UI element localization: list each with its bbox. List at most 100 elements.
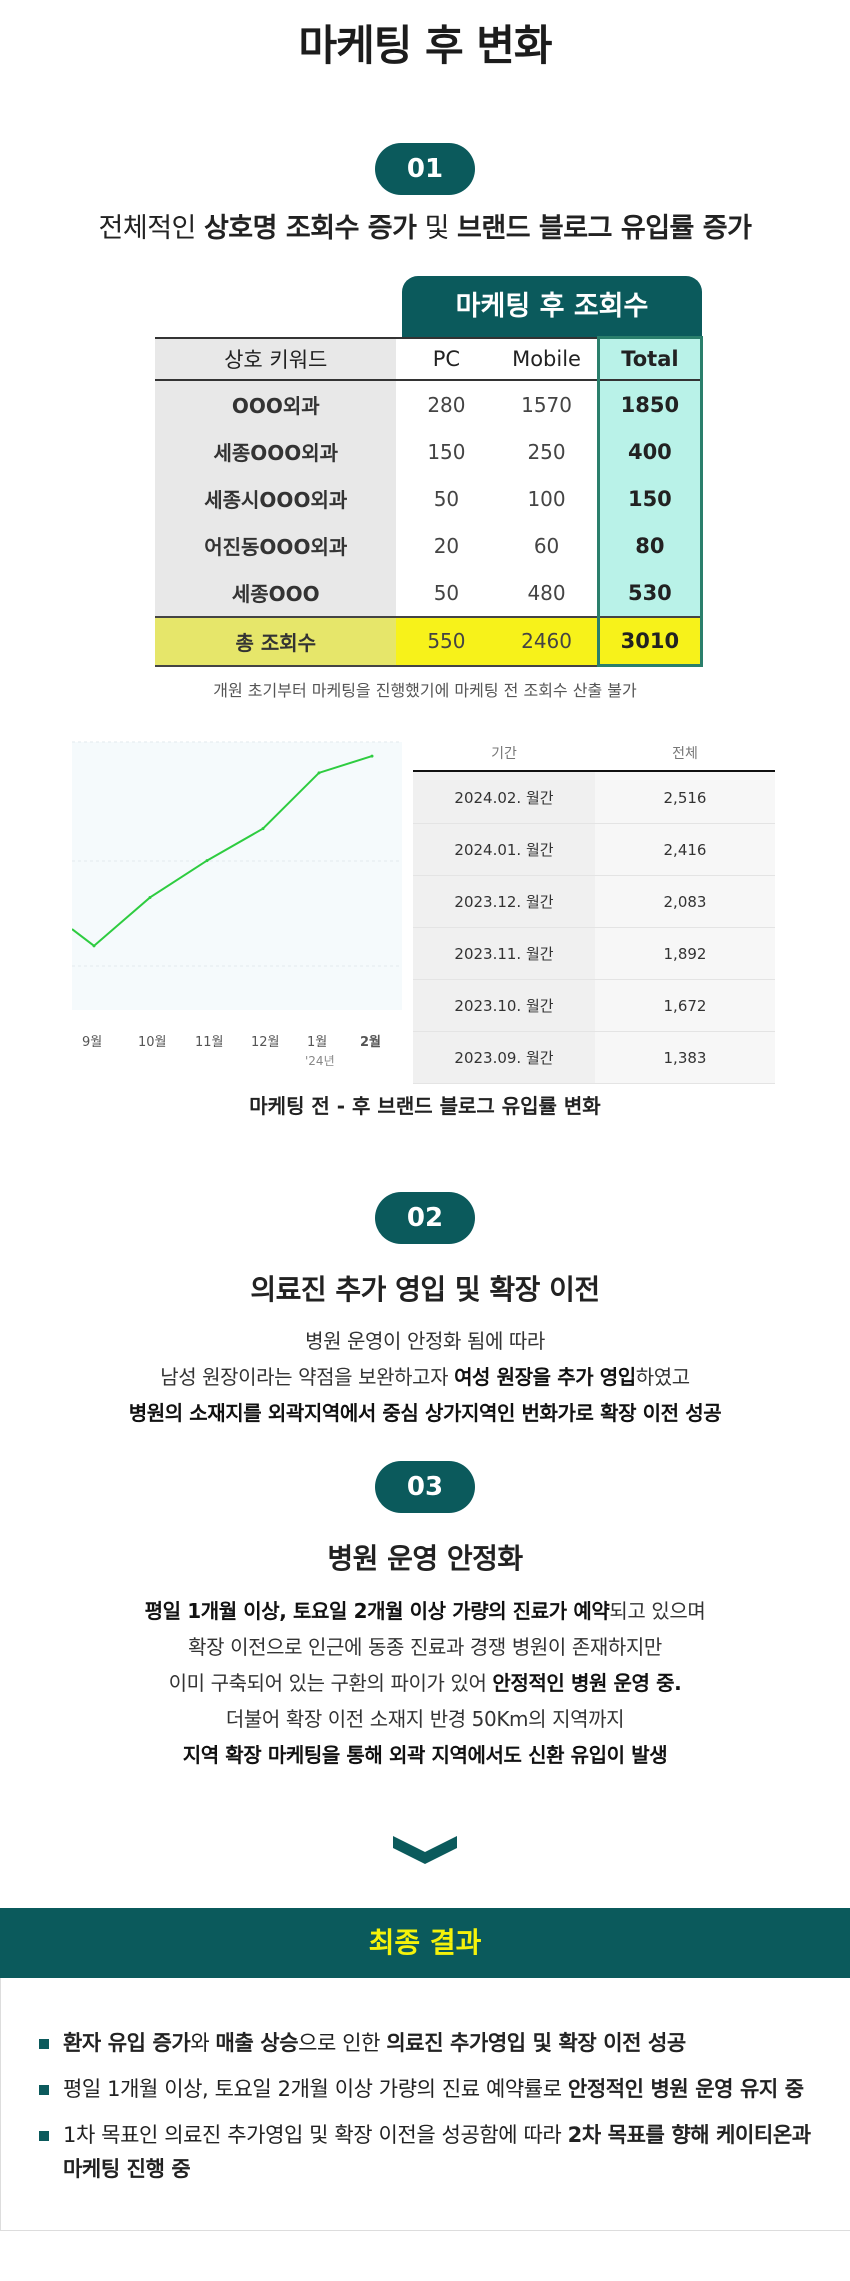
period-cell: 2023.09. 월간 — [413, 1031, 595, 1084]
result-bullet: 1차 목표인 의료진 추가영입 및 확장 이전을 성공함에 따라 2차 목표를 … — [39, 2118, 819, 2186]
bullet-text: 으로 인한 — [298, 2031, 387, 2055]
table-row: 어진동OOO외과 20 60 80 — [155, 522, 704, 569]
grand-total-cell: 3010 — [596, 616, 704, 667]
section-number-badge: 01 — [375, 143, 475, 195]
mobile-total-cell: 2460 — [496, 616, 599, 667]
bullet-text: 평일 1개월 이상, 토요일 2개월 이상 가량의 진료 예약률로 — [63, 2077, 568, 2101]
column-header: PC — [396, 336, 497, 381]
table-row: 2024.02. 월간 2,516 — [413, 771, 775, 824]
x-tick-label: 2월 — [360, 1035, 382, 1050]
result-box: 환자 유입 증가와 매출 상승으로 인한 의료진 추가영입 및 확장 이전 성공… — [0, 1978, 850, 2231]
period-cell: 2023.12. 월간 — [413, 875, 595, 928]
bullet-bold: 의료진 추가영입 및 확장 이전 성공 — [386, 2031, 686, 2055]
keyword-cell: 세종OOO — [155, 569, 397, 617]
total-row: 총 조회수 550 2460 3010 — [155, 616, 704, 667]
body-line: 확장 이전으로 인근에 동종 진료과 경쟁 병원이 존재하지만 — [188, 1635, 662, 1659]
section3-body: 평일 1개월 이상, 토요일 2개월 이상 가량의 진료가 예약되고 있으며 확… — [0, 1593, 850, 1773]
table-row: 세종시OOO외과 50 100 150 — [155, 475, 704, 522]
bullet-bold: 매출 상승 — [215, 2031, 299, 2055]
mobile-cell: 100 — [527, 486, 566, 511]
total-cell: 1850 — [596, 380, 704, 428]
x-tick-label: 1월 — [307, 1035, 328, 1050]
bullet-text: 와 — [190, 2031, 216, 2055]
body-bold: 여성 원장을 추가 영입 — [454, 1365, 636, 1389]
period-cell: 2024.01. 월간 — [413, 823, 595, 876]
mobile-cell: 1570 — [521, 392, 572, 417]
body-text: 남성 원장이라는 약점을 보완하고자 — [160, 1365, 455, 1389]
pc-cell: 150 — [427, 439, 466, 464]
chart-caption: 마케팅 전 - 후 브랜드 블로그 유입률 변화 — [249, 1094, 601, 1118]
keyword-cell: 세종OOO외과 — [155, 428, 397, 475]
section-number-badge: 03 — [375, 1461, 475, 1513]
value-cell: 2,516 — [595, 771, 775, 824]
body-line: 병원의 소재지를 외곽지역에서 중심 상가지역인 번화가로 확장 이전 성공 — [128, 1401, 722, 1425]
column-header: Total — [596, 336, 704, 381]
bullet-bold: 2차 목표를 향해 케이티온과 마케팅 진행 중 — [63, 2123, 811, 2181]
column-header: Mobile — [496, 336, 599, 381]
monthly-stats-table: 기간 전체 2024.02. 월간 2,516 2024.01. 월간 2,416 … — [413, 736, 775, 1084]
total-cell: 400 — [596, 428, 704, 475]
value-cell: 2,416 — [595, 823, 775, 876]
body-text: 이미 구축되어 있는 구환의 파이가 있어 — [168, 1671, 493, 1695]
keyword-cell: 세종시OOO외과 — [155, 475, 397, 522]
total-cell: 150 — [596, 475, 704, 522]
data-point — [205, 859, 209, 863]
mobile-cell: 250 — [527, 439, 566, 464]
x-tick-label: 12월 — [251, 1035, 280, 1050]
data-point — [317, 771, 321, 775]
total-label-cell: 총 조회수 — [155, 616, 397, 667]
chart-plot-area — [72, 742, 402, 1010]
value-cell: 1,672 — [595, 979, 775, 1032]
table-note: 개원 초기부터 마케팅을 진행했기에 마케팅 전 조회수 산출 불가 — [213, 681, 637, 700]
period-cell: 2023.11. 월간 — [413, 927, 595, 980]
table-row: OOO외과 280 1570 1850 — [155, 380, 704, 428]
total-cell: 530 — [596, 569, 704, 617]
table-row: 2023.10. 월간 1,672 — [413, 979, 775, 1032]
table-row: 2023.09. 월간 1,383 — [413, 1031, 775, 1084]
body-line: 지역 확장 마케팅을 통해 외곽 지역에서도 신환 유입이 발생 — [182, 1743, 668, 1767]
headline-text: 전체적인 — [98, 213, 204, 244]
value-cell: 1,383 — [595, 1031, 775, 1084]
section2-heading: 의료진 추가 영입 및 확장 이전 — [250, 1273, 600, 1306]
pc-cell: 280 — [427, 392, 466, 417]
line-chart: 9월 10월 11월 12월 1월 2월 '24년 — [71, 740, 402, 1068]
table-header-tab: 마케팅 후 조회수 — [402, 276, 702, 338]
keyword-table: 상호 키워드 PC Mobile Total OOO외과 280 1570 18… — [155, 336, 704, 667]
table-row: 세종OOO외과 150 250 400 — [155, 428, 704, 475]
body-line: 이미 구축되어 있는 구환의 파이가 있어 안정적인 병원 운영 중. — [0, 1665, 850, 1701]
line-chart-svg — [71, 741, 402, 1010]
x-tick-label: 10월 — [138, 1035, 167, 1050]
mobile-cell: 60 — [533, 533, 560, 558]
column-header: 전체 — [595, 736, 775, 772]
value-cell: 2,083 — [595, 875, 775, 928]
stats-header-row: 기간 전체 — [413, 736, 775, 772]
section3-heading: 병원 운영 안정화 — [327, 1542, 523, 1575]
period-cell: 2023.10. 월간 — [413, 979, 595, 1032]
period-cell: 2024.02. 월간 — [413, 771, 595, 824]
x-tick-label: 11월 — [195, 1035, 224, 1050]
mobile-cell: 480 — [527, 580, 566, 605]
pc-total-cell: 550 — [396, 616, 497, 667]
year-label: '24년 — [305, 1054, 335, 1068]
data-point — [370, 754, 374, 758]
table-row: 2024.01. 월간 2,416 — [413, 823, 775, 876]
pc-cell: 50 — [433, 580, 460, 605]
bullet-bold: 환자 유입 증가 — [63, 2031, 191, 2055]
table-row: 2023.11. 월간 1,892 — [413, 927, 775, 980]
body-line: 더불어 확장 이전 소재지 반경 50Km의 지역까지 — [225, 1707, 625, 1731]
total-cell: 80 — [596, 522, 704, 569]
keyword-cell: OOO외과 — [155, 380, 397, 428]
chevron-down-icon — [393, 1836, 457, 1864]
body-bold: 안정적인 병원 운영 중. — [492, 1671, 682, 1695]
body-line: 평일 1개월 이상, 토요일 2개월 이상 가량의 진료가 예약되고 있으며 — [0, 1593, 850, 1629]
value-cell: 1,892 — [595, 927, 775, 980]
section-number-badge: 02 — [375, 1192, 475, 1244]
keyword-cell: 어진동OOO외과 — [155, 522, 397, 569]
section1-headline: 전체적인 상호명 조회수 증가 및 브랜드 블로그 유입률 증가 — [0, 206, 850, 245]
bullet-text: 1차 목표인 의료진 추가영입 및 확장 이전을 성공함에 따라 — [63, 2123, 568, 2147]
pc-cell: 50 — [433, 486, 460, 511]
body-bold: 평일 1개월 이상, 토요일 2개월 이상 가량의 진료가 예약 — [144, 1599, 610, 1623]
headline-text: 및 — [416, 213, 458, 244]
x-tick-label: 9월 — [82, 1035, 103, 1050]
result-bullet: 평일 1개월 이상, 토요일 2개월 이상 가량의 진료 예약률로 안정적인 병… — [39, 2072, 819, 2106]
